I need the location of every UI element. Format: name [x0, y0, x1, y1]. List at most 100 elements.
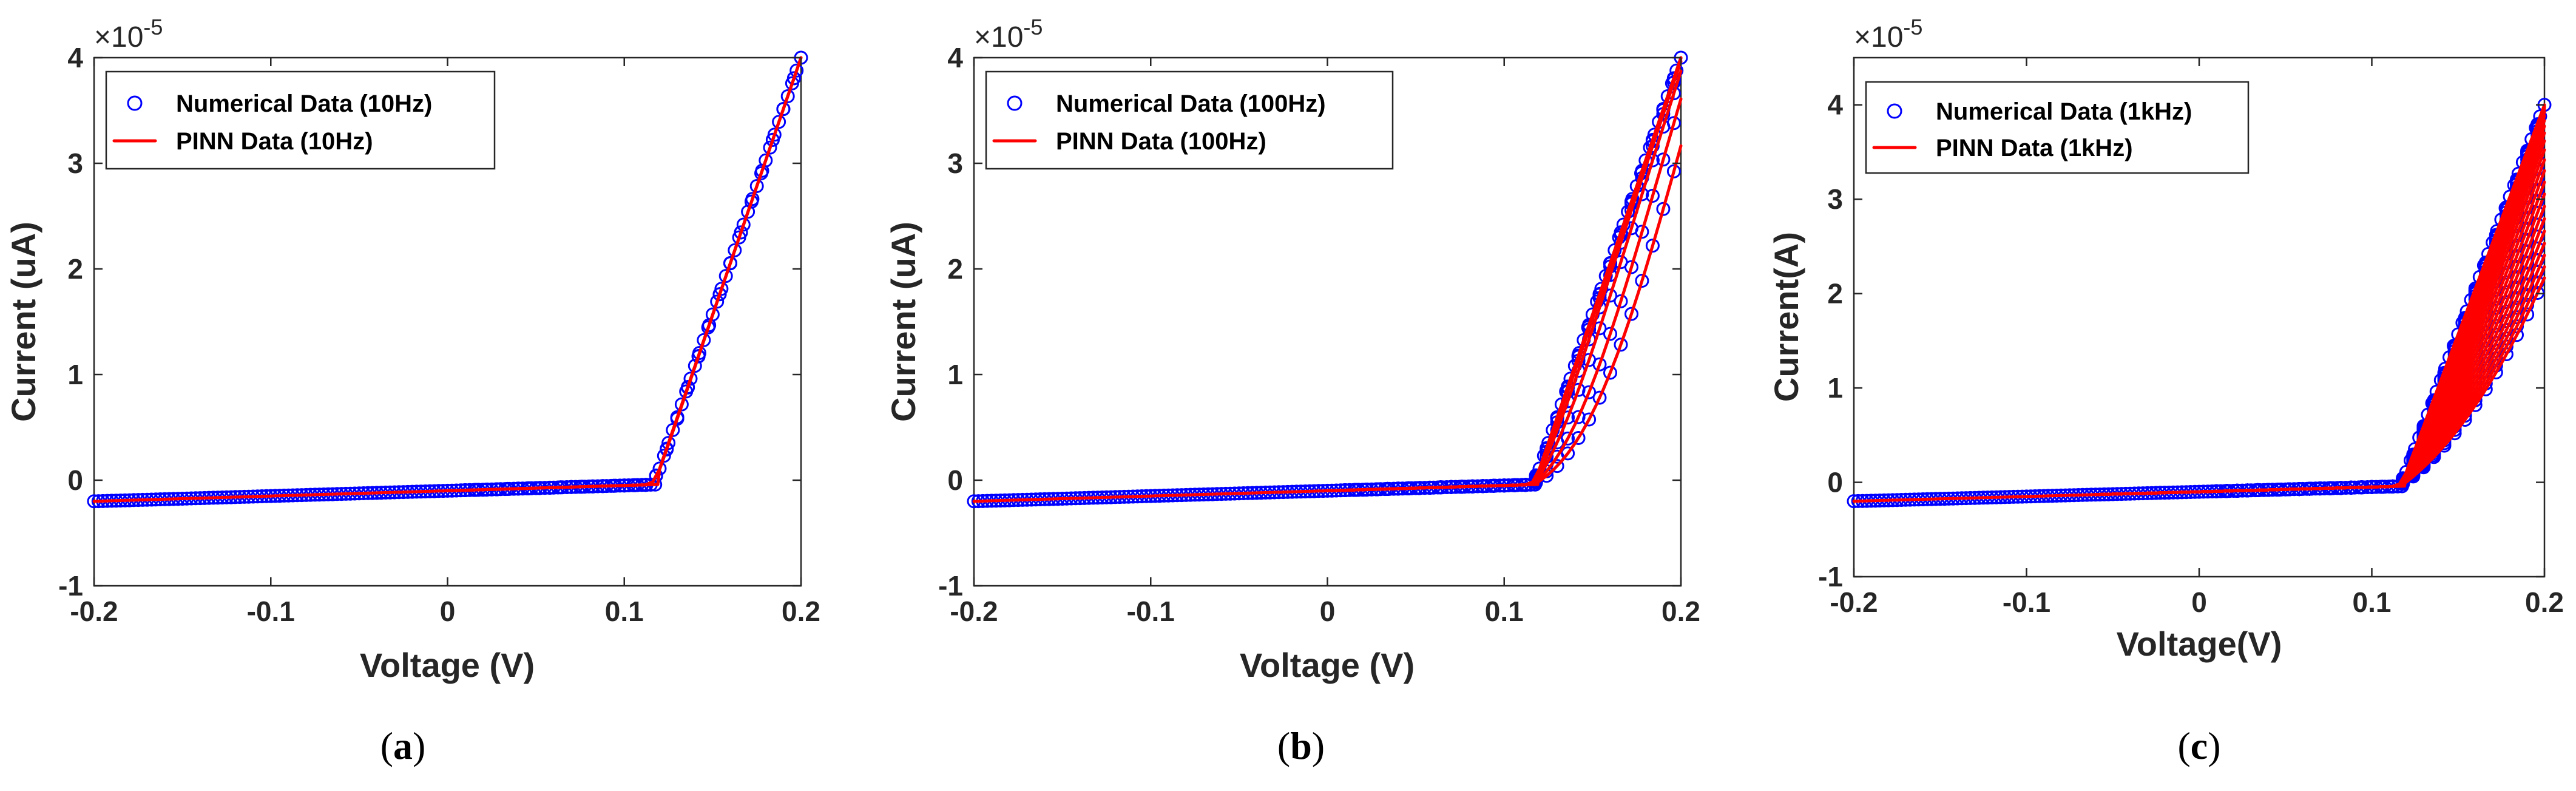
data-marks-a [87, 50, 808, 509]
numerical-point-a [728, 243, 742, 257]
numerical-point-a [723, 256, 737, 271]
legend-entry-numerical-c: Numerical Data (1kHz) [1936, 98, 2192, 125]
data-marks-b [967, 50, 1688, 509]
ylabel-a: Current (uA) [4, 222, 42, 422]
exponent-base-c: ×10 [1854, 21, 1903, 53]
numerical-point-a [736, 217, 751, 232]
numerical-point-b [1635, 225, 1649, 239]
numerical-point-b [1656, 152, 1671, 167]
x-tick-label-a: 0 [440, 596, 456, 627]
y-tick-label-b: 3 [947, 148, 963, 179]
numerical-point-b [1582, 412, 1597, 427]
numerical-point-b [1592, 390, 1607, 405]
panel-b: -0.2 -0.1 0 0.1 0.2 -1 0 1 2 3 4 ×10-5 Voltage (V)… [884, 15, 1700, 767]
numerical-point-b [1635, 274, 1649, 288]
x-tick-label-b: 0 [1320, 596, 1336, 627]
exponent-base-a: ×10 [94, 21, 143, 53]
xlabel-c: Voltage(V) [2117, 625, 2282, 663]
numerical-point-b [1571, 431, 1586, 445]
legend-a: Numerical Data (10Hz) PINN Data (10Hz) [105, 70, 496, 170]
numerical-point-b [1561, 431, 1575, 446]
exponent-power-c: -5 [1903, 15, 1922, 39]
y-tick-label-a: 3 [67, 148, 83, 179]
numerical-point-a [765, 132, 780, 147]
axis-ticks-a: -0.2 -0.1 0 0.1 0.2 -1 0 1 2 3 4 [58, 42, 820, 627]
numerical-point-b [1666, 116, 1681, 131]
legend-marker-icon-b [1007, 95, 1023, 111]
y-tick-label-c: 0 [1827, 467, 1843, 498]
pinn-line-sweep-c [2094, 276, 2546, 497]
exponent-label-c: ×10-5 [1854, 15, 1922, 53]
legend-entry-pinn-c: PINN Data (1kHz) [1936, 135, 2133, 161]
x-tick-label-b: 0.1 [1485, 596, 1524, 627]
numerical-point-a [776, 102, 791, 117]
numerical-point-b [1561, 446, 1575, 461]
caption-b: (b) [1277, 724, 1325, 767]
data-marks-c [1847, 98, 2552, 509]
legend-entry-numerical-b: Numerical Data (100Hz) [1056, 90, 1326, 117]
exponent-power-a: -5 [143, 15, 163, 39]
x-tick-label-a: 0.2 [782, 596, 820, 627]
numerical-point-a [718, 269, 733, 283]
caption-a: (a) [380, 724, 426, 767]
numerical-point-a [681, 380, 695, 395]
numerical-point-a [657, 449, 671, 463]
y-tick-label-b: 0 [947, 464, 963, 496]
y-tick-label-c: 3 [1827, 183, 1843, 215]
numerical-point-b [1614, 338, 1628, 352]
numerical-point-a [763, 140, 777, 155]
x-tick-label-a: -0.2 [70, 596, 118, 627]
caption-letter-b: b [1290, 724, 1312, 767]
numerical-point-b [1603, 365, 1617, 380]
numerical-point-a [755, 163, 769, 178]
numerical-point-b [1666, 164, 1681, 178]
x-tick-label-c: -0.1 [2003, 586, 2050, 618]
numerical-point-a [712, 287, 727, 302]
numerical-point-b [1571, 410, 1586, 424]
legend-box-b [985, 70, 1394, 170]
legend-entry-numerical-a: Numerical Data (10Hz) [176, 90, 432, 117]
panel-a: -0.2 -0.1 0 0.1 0.2 -1 0 1 2 3 4 ×10-5 Voltage (V)… [4, 15, 820, 767]
pinn-line-sweep-b [1326, 144, 1683, 492]
x-tick-label-c: 0.2 [2525, 586, 2564, 618]
numerical-point-b [1624, 260, 1638, 274]
exponent-label-a: ×10-5 [94, 15, 163, 53]
x-tick-label-c: 0 [2191, 586, 2207, 618]
xlabel-a: Voltage (V) [360, 646, 535, 684]
y-tick-label-c: 4 [1827, 89, 1843, 121]
y-tick-label-b: 4 [947, 42, 963, 73]
x-tick-label-b: 0.2 [1662, 596, 1700, 627]
numerical-point-b [1645, 189, 1660, 203]
exponent-label-b: ×10-5 [974, 15, 1043, 53]
numerical-point-b [1614, 294, 1628, 308]
numerical-point-a [688, 359, 702, 373]
legend-entry-pinn-b: PINN Data (100Hz) [1056, 128, 1266, 155]
y-tick-label-a: 2 [67, 253, 83, 285]
numerical-point-a [683, 372, 698, 386]
y-tick-label-a: 4 [67, 42, 83, 73]
numerical-point-a [691, 349, 706, 364]
numerical-point-a [772, 115, 786, 129]
y-tick-label-b: 2 [947, 253, 963, 285]
legend-marker-icon-a [127, 95, 143, 111]
x-tick-label-b: -0.2 [950, 596, 998, 627]
numerical-point-a [749, 179, 764, 193]
caption-letter-a: a [393, 724, 413, 767]
x-tick-label-a: 0.1 [605, 596, 644, 627]
legend-marker-icon-c [1887, 103, 1902, 119]
y-tick-label-a: 0 [67, 464, 83, 496]
numerical-point-b [1603, 327, 1617, 341]
legend-box-c [1865, 81, 2250, 174]
numerical-point-b [1624, 307, 1638, 321]
axis-ticks-b: -0.2 -0.1 0 0.1 0.2 -1 0 1 2 3 4 [938, 42, 1700, 627]
numerical-point-a [702, 318, 717, 333]
numerical-point-a [789, 63, 804, 78]
caption-letter-c: c [2191, 724, 2208, 767]
numerical-point-b [1592, 357, 1607, 372]
numerical-point-b [1656, 202, 1671, 216]
y-tick-label-c: 2 [1827, 278, 1843, 310]
numerical-point-a [734, 225, 748, 240]
xlabel-b: Voltage (V) [1240, 646, 1415, 684]
y-tick-label-c: 1 [1827, 372, 1843, 404]
